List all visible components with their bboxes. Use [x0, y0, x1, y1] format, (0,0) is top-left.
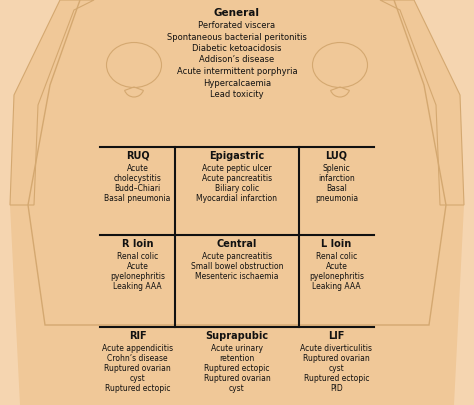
Text: Splenic: Splenic: [323, 164, 350, 173]
Text: Ruptured ovarian: Ruptured ovarian: [104, 364, 171, 373]
Text: Biliary colic: Biliary colic: [215, 184, 259, 193]
Text: Acute appendicitis: Acute appendicitis: [102, 344, 173, 353]
Text: Suprapubic: Suprapubic: [205, 331, 269, 341]
Text: General: General: [214, 8, 260, 18]
Text: Acute diverticulitis: Acute diverticulitis: [301, 344, 373, 353]
Text: Ruptured ectopic: Ruptured ectopic: [304, 374, 369, 383]
Text: cyst: cyst: [129, 374, 146, 383]
Text: Spontaneous bacterial peritonitis: Spontaneous bacterial peritonitis: [167, 32, 307, 41]
Text: Basal: Basal: [326, 184, 347, 193]
Text: Basal pneumonia: Basal pneumonia: [104, 194, 171, 203]
Text: Hypercalcaemia: Hypercalcaemia: [203, 79, 271, 87]
Text: Central: Central: [217, 239, 257, 249]
Text: L loin: L loin: [321, 239, 352, 249]
Text: Acute: Acute: [127, 262, 148, 271]
Text: Acute: Acute: [127, 164, 148, 173]
Text: Acute intermittent porphyria: Acute intermittent porphyria: [177, 67, 297, 76]
Text: Acute pancreatitis: Acute pancreatitis: [202, 174, 272, 183]
Text: Ruptured ectopic: Ruptured ectopic: [105, 384, 170, 393]
PathPatch shape: [185, 0, 289, 53]
Text: LUQ: LUQ: [326, 151, 347, 161]
Text: Leaking AAA: Leaking AAA: [113, 282, 162, 291]
Text: Ruptured ectopic: Ruptured ectopic: [204, 364, 270, 373]
Text: cyst: cyst: [229, 384, 245, 393]
Text: RUQ: RUQ: [126, 151, 149, 161]
Text: Acute pancreatitis: Acute pancreatitis: [202, 252, 272, 261]
Text: Small bowel obstruction: Small bowel obstruction: [191, 262, 283, 271]
Text: Lead toxicity: Lead toxicity: [210, 90, 264, 99]
Text: Myocardial infarction: Myocardial infarction: [197, 194, 277, 203]
Text: Mesenteric ischaemia: Mesenteric ischaemia: [195, 272, 279, 281]
Text: RIF: RIF: [128, 331, 146, 341]
PathPatch shape: [380, 0, 464, 205]
PathPatch shape: [10, 0, 94, 205]
Text: Addison’s disease: Addison’s disease: [200, 55, 274, 64]
Text: pyelonephritis: pyelonephritis: [110, 272, 165, 281]
Text: retention: retention: [219, 354, 255, 363]
PathPatch shape: [10, 0, 464, 405]
Text: LIF: LIF: [328, 331, 345, 341]
Text: infarction: infarction: [318, 174, 355, 183]
Text: Acute: Acute: [326, 262, 347, 271]
Text: Ruptured ovarian: Ruptured ovarian: [303, 354, 370, 363]
Text: cholecystitis: cholecystitis: [114, 174, 162, 183]
Text: Renal colic: Renal colic: [117, 252, 158, 261]
Text: pyelonephritis: pyelonephritis: [309, 272, 364, 281]
Text: Perforated viscera: Perforated viscera: [199, 21, 275, 30]
Text: Crohn’s disease: Crohn’s disease: [107, 354, 168, 363]
Text: Acute urinary: Acute urinary: [211, 344, 263, 353]
Text: Leaking AAA: Leaking AAA: [312, 282, 361, 291]
Text: Renal colic: Renal colic: [316, 252, 357, 261]
Text: Ruptured ovarian: Ruptured ovarian: [204, 374, 270, 383]
Text: PID: PID: [330, 384, 343, 393]
Text: pneumonia: pneumonia: [315, 194, 358, 203]
Text: Budd–Chiari: Budd–Chiari: [114, 184, 161, 193]
Text: Diabetic ketoacidosis: Diabetic ketoacidosis: [192, 44, 282, 53]
Text: cyst: cyst: [328, 364, 345, 373]
Text: Acute peptic ulcer: Acute peptic ulcer: [202, 164, 272, 173]
Text: R loin: R loin: [122, 239, 153, 249]
Text: Epigastric: Epigastric: [210, 151, 264, 161]
